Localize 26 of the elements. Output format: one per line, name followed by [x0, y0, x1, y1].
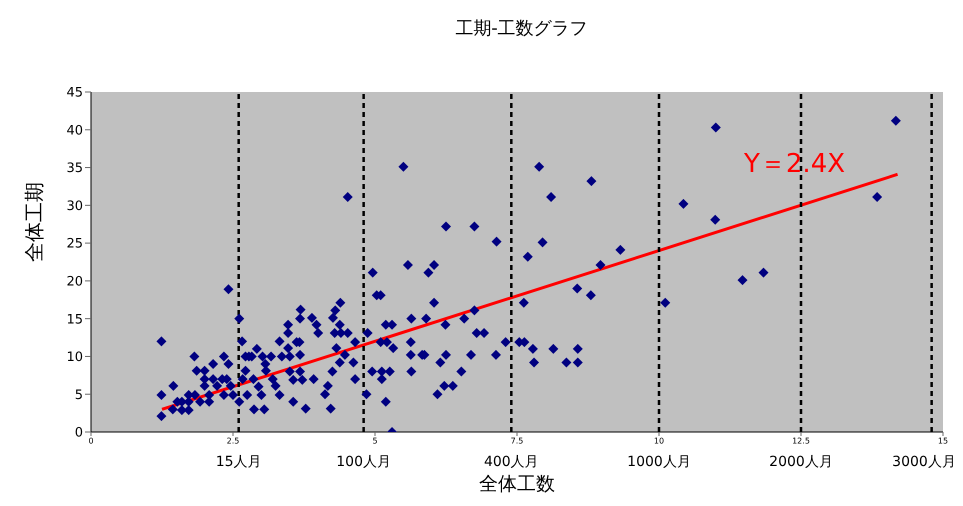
- y-tick-label: 45: [66, 86, 83, 101]
- ref-line-label: 3000人月: [892, 454, 956, 470]
- y-tick-label: 35: [66, 161, 83, 176]
- x-tick-label: 2.5: [226, 436, 240, 446]
- y-tick-label: 40: [66, 123, 83, 138]
- y-tick-label: 5: [74, 388, 83, 403]
- y-tick-label: 30: [66, 198, 83, 214]
- ref-line-label: 2000人月: [769, 454, 833, 470]
- chart-title: 工期-工数グラフ: [454, 17, 589, 40]
- y-tick-label: 25: [66, 236, 83, 252]
- y-tick-label: 20: [66, 274, 83, 290]
- x-tick-label: 10: [654, 436, 664, 446]
- x-tick-label: 15: [938, 436, 948, 446]
- ref-line-label: 400人月: [484, 454, 539, 470]
- ref-line-label: 15人月: [216, 454, 262, 470]
- x-tick-label: 12.5: [792, 436, 810, 446]
- y-tick-label: 10: [66, 350, 83, 366]
- x-tick-label: 7.5: [510, 436, 524, 446]
- ref-line-label: 100人月: [336, 454, 392, 470]
- x-tick-label: 0: [88, 436, 94, 446]
- y-tick-label: 15: [66, 312, 83, 328]
- x-tick-label: 5: [372, 436, 378, 446]
- ref-line-label: 1000人月: [627, 454, 691, 470]
- annotation: Y＝2.4X: [744, 148, 846, 181]
- x-axis-title: 全体工数: [479, 473, 555, 495]
- y-axis-title: 全体工期: [22, 182, 46, 262]
